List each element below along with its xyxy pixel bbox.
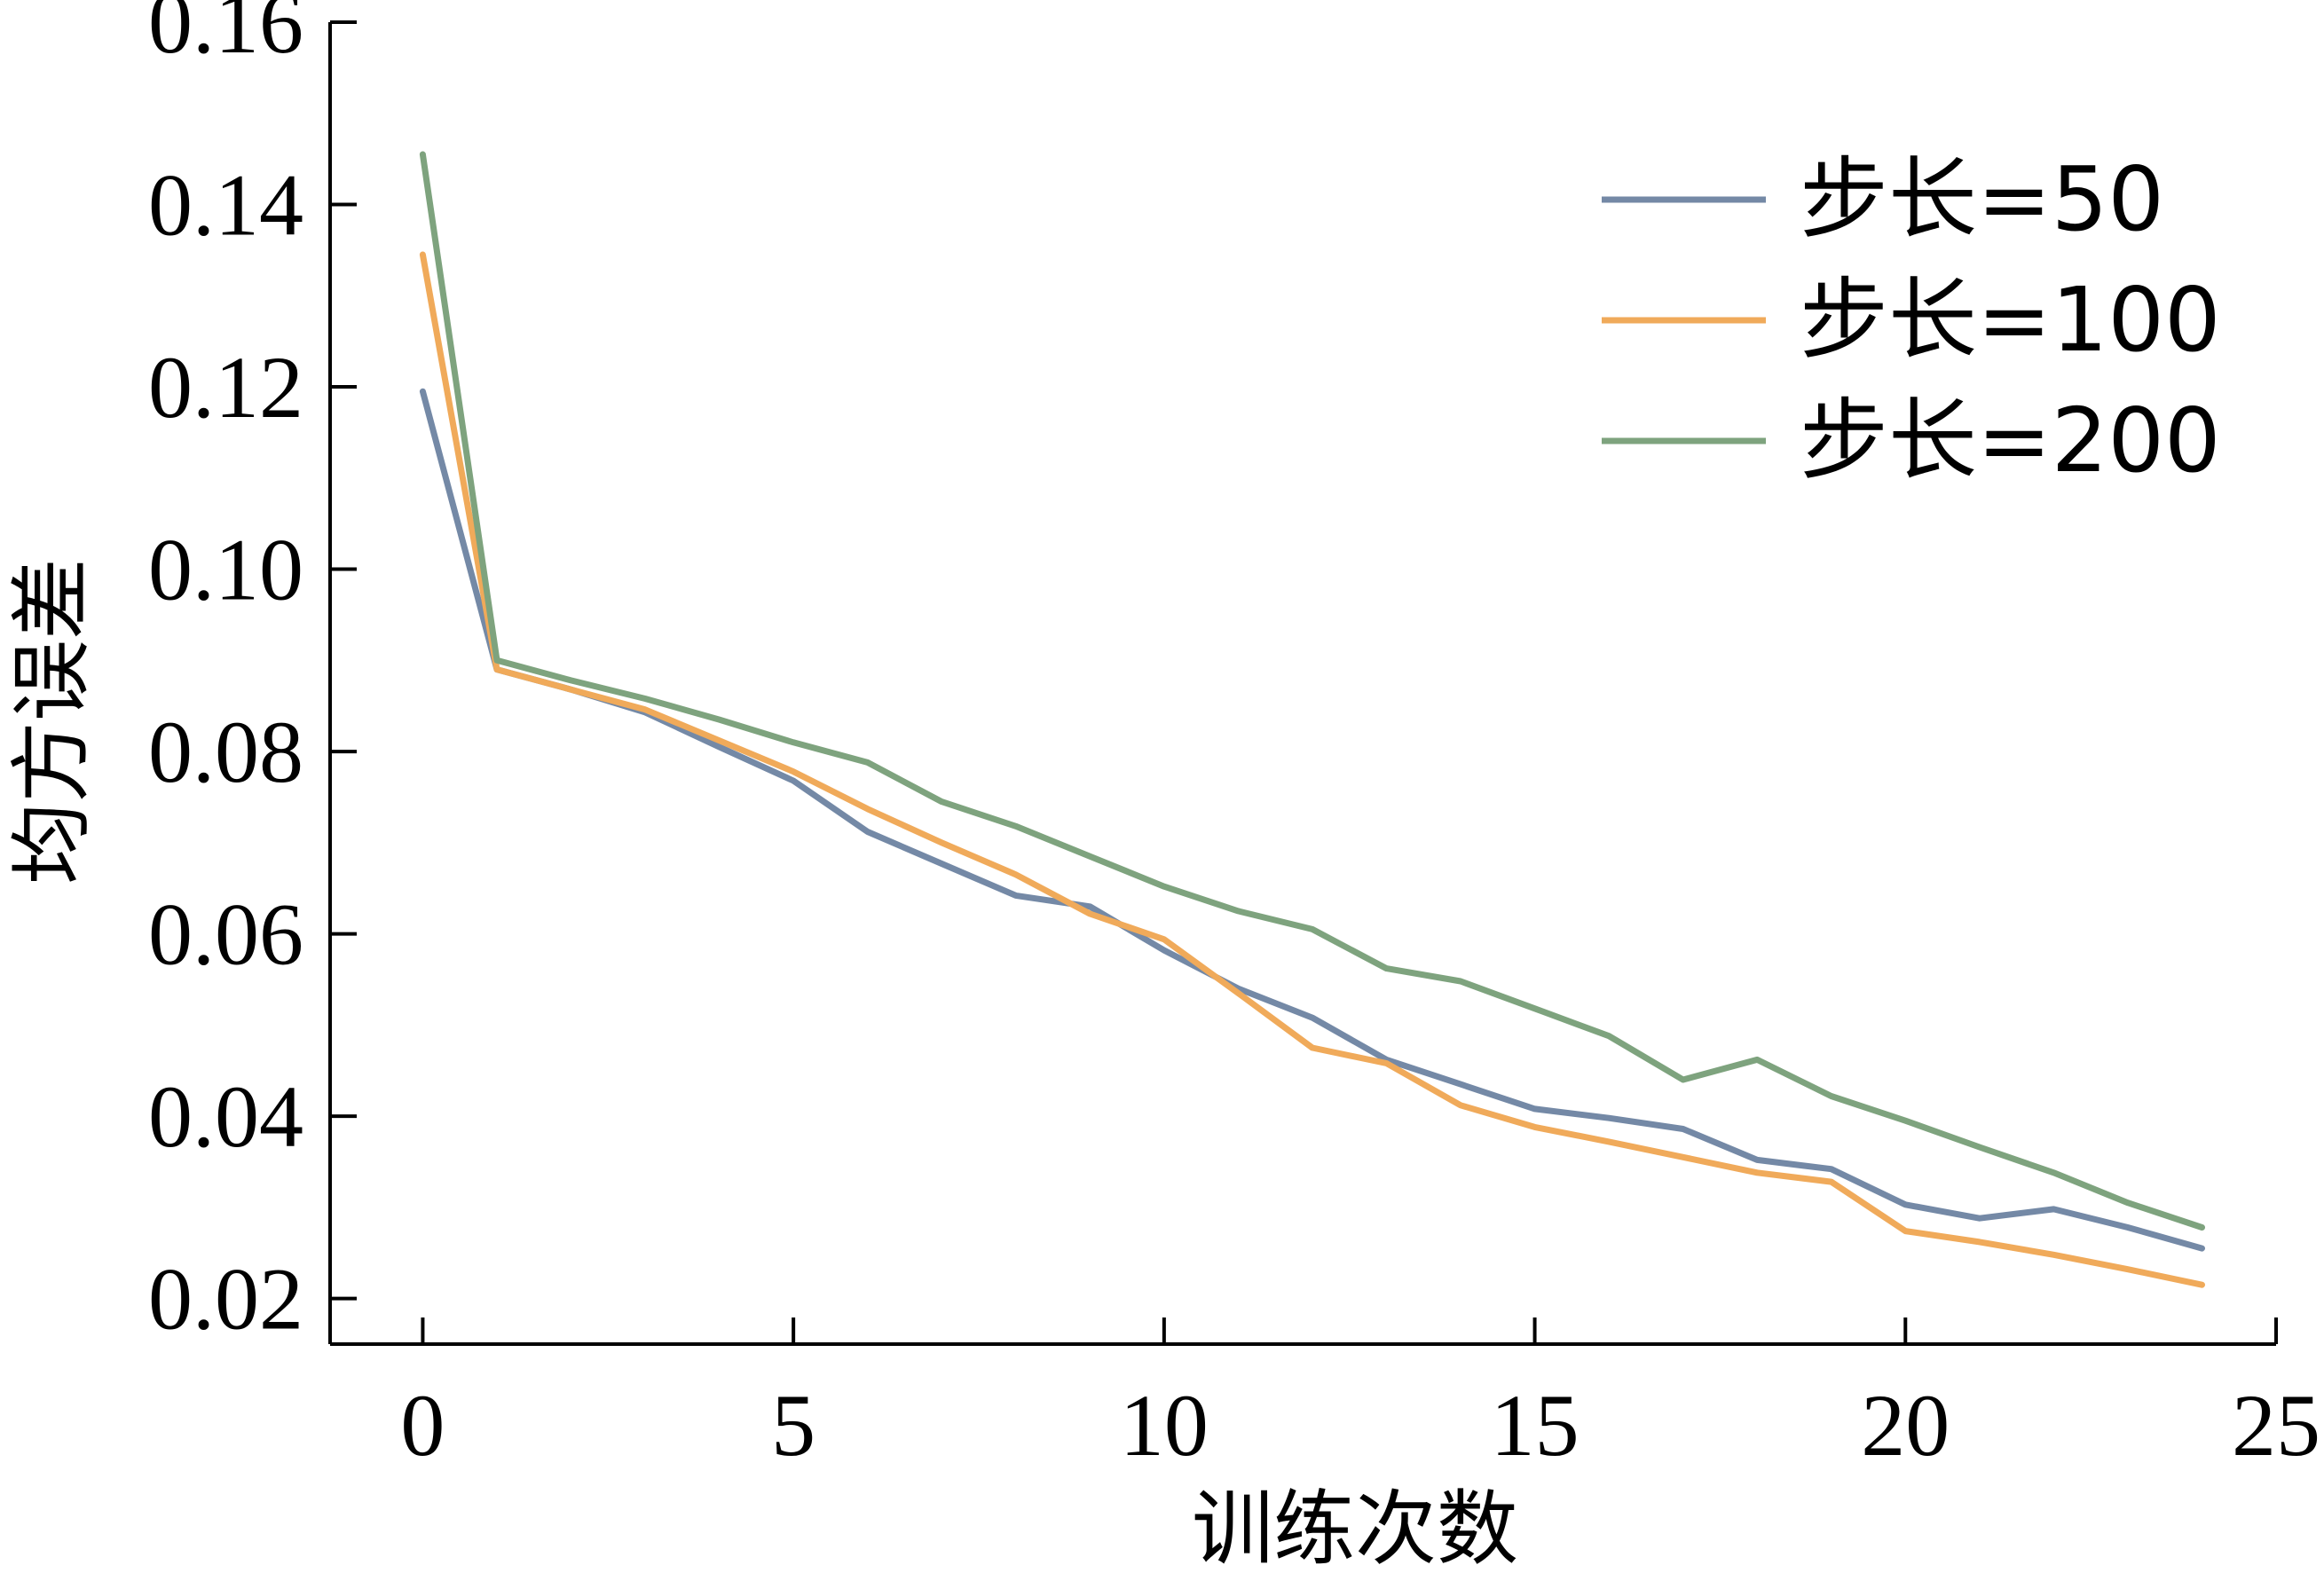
x-tick-label: 20 <box>1861 1376 1950 1475</box>
y-tick-label: 0.12 <box>148 338 303 437</box>
y-axis-title: 均方误差 <box>4 558 99 885</box>
y-tick-label: 0.14 <box>148 156 303 255</box>
y-tick-label: 0.04 <box>148 1067 303 1166</box>
x-tick-label: 10 <box>1120 1376 1209 1475</box>
x-tick-label: 15 <box>1491 1376 1580 1475</box>
legend-label: 步长=100 <box>1800 268 2221 372</box>
y-tick-label: 0.02 <box>148 1250 303 1349</box>
y-tick-label: 0.08 <box>148 703 303 801</box>
y-tick-label: 0.06 <box>148 885 303 984</box>
legend-label: 步长=50 <box>1800 147 2164 251</box>
axes <box>328 22 2276 1346</box>
x-axis-title: 训练次数 <box>1192 1482 1518 1573</box>
x-tick-label: 5 <box>771 1376 815 1475</box>
y-tick-label: 0.10 <box>148 521 303 619</box>
y-tick-label: 0.16 <box>148 0 303 72</box>
plot-series <box>419 151 2205 1288</box>
series-line-2 <box>419 251 2205 1288</box>
x-tick-label: 25 <box>2232 1376 2320 1475</box>
legend-label: 步长=200 <box>1800 389 2221 492</box>
y-axis-ticks: 0.02 0.04 0.06 0.08 0.10 0.12 0.14 0.16 <box>148 0 357 1349</box>
series-line-1 <box>419 388 2205 1252</box>
series-line-3 <box>419 151 2205 1231</box>
x-axis-ticks: 0 5 10 15 20 25 <box>400 1317 2320 1475</box>
x-tick-label: 0 <box>400 1376 445 1475</box>
legend: 步长=50 步长=100 步长=200 <box>1602 147 2221 492</box>
